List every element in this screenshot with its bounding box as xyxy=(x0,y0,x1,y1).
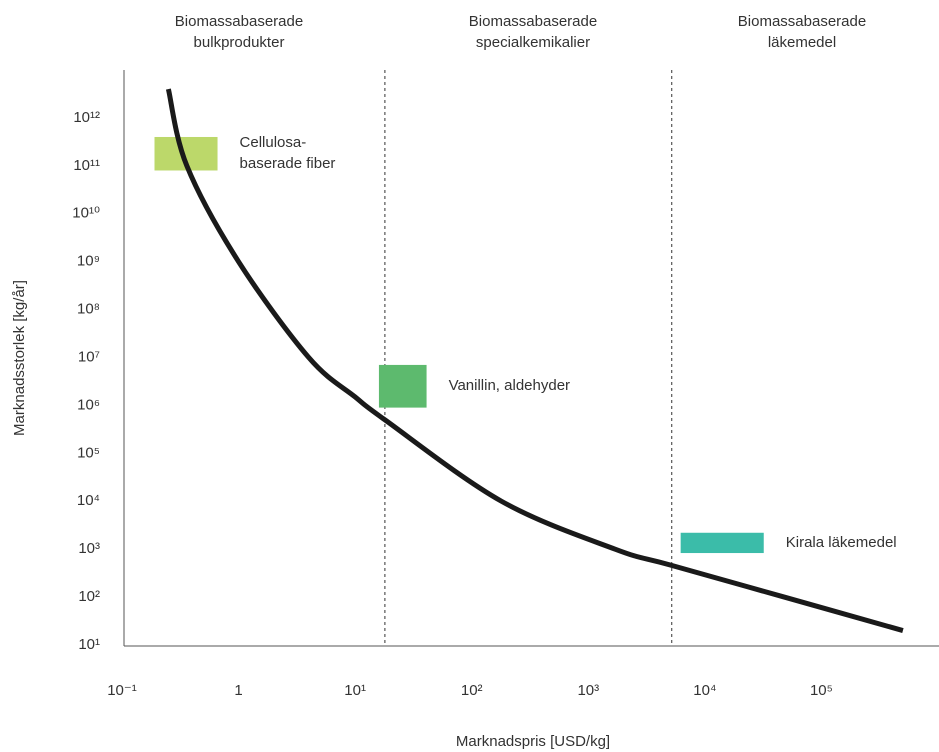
y-tick-label: 10⁹ xyxy=(77,253,100,270)
y-tick-label: 10⁷ xyxy=(78,348,100,365)
x-tick-label: 10² xyxy=(461,682,483,699)
region-title: specialkemikalier xyxy=(476,34,590,51)
y-axis-label: Marknadsstorlek [kg/år] xyxy=(11,280,28,436)
x-tick-label: 10⁻¹ xyxy=(107,682,137,699)
y-tick-label: 10¹⁰ xyxy=(72,205,100,222)
box-label: Cellulosa- xyxy=(240,134,307,151)
region-title: bulkprodukter xyxy=(194,34,285,51)
y-tick-label: 10¹² xyxy=(73,109,100,126)
range-box xyxy=(680,532,764,554)
y-tick-label: 10⁵ xyxy=(77,444,100,461)
x-tick-label: 10⁵ xyxy=(810,682,833,699)
x-tick-label: 10¹ xyxy=(344,682,366,699)
y-tick-label: 10¹ xyxy=(78,636,100,653)
y-tick-label: 10³ xyxy=(78,540,100,557)
x-tick-label: 10³ xyxy=(577,682,599,699)
y-tick-label: 10⁶ xyxy=(77,396,100,413)
y-tick-label: 10⁸ xyxy=(77,301,100,318)
range-box xyxy=(378,364,427,408)
region-title: Biomassabaserade xyxy=(738,13,866,30)
box-label: Kirala läkemedel xyxy=(786,534,897,551)
y-tick-label: 10⁴ xyxy=(77,492,100,509)
region-title: läkemedel xyxy=(768,34,836,51)
curve xyxy=(165,88,904,633)
region-title: Biomassabaserade xyxy=(469,13,597,30)
region-title: Biomassabaserade xyxy=(175,13,303,30)
box-label: baserade fiber xyxy=(240,155,336,172)
y-tick-label: 10² xyxy=(78,588,100,605)
x-tick-label: 1 xyxy=(234,682,242,699)
box-label: Vanillin, aldehyder xyxy=(449,377,570,394)
y-tick-label: 10¹¹ xyxy=(73,157,100,174)
x-tick-label: 10⁴ xyxy=(693,682,716,699)
x-axis-label: Marknadspris [USD/kg] xyxy=(456,733,610,750)
